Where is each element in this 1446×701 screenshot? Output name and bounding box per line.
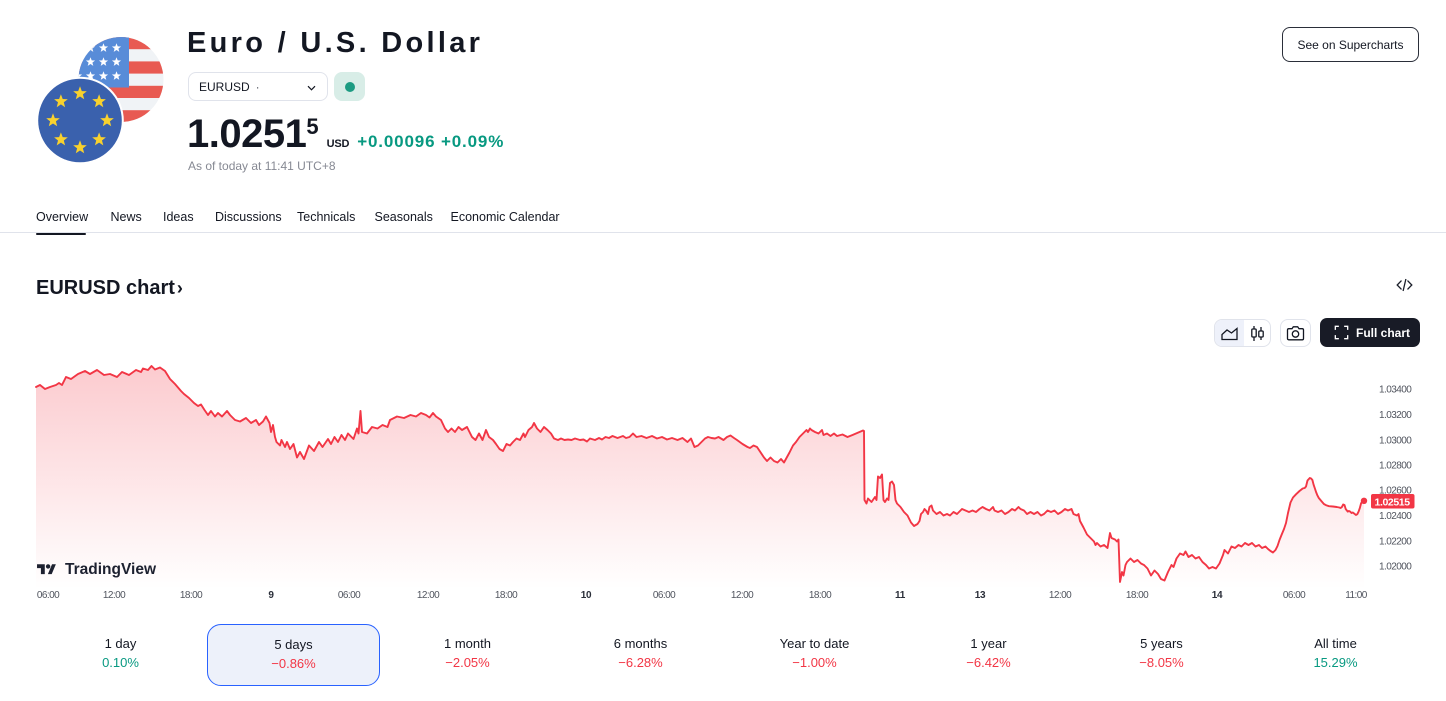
svg-text:1.02400: 1.02400 (1379, 511, 1412, 522)
svg-text:11:00: 11:00 (1345, 590, 1368, 601)
svg-text:1.03200: 1.03200 (1379, 410, 1412, 421)
svg-text:06:00: 06:00 (1283, 590, 1306, 601)
svg-text:1.02515: 1.02515 (1375, 496, 1411, 508)
svg-text:9: 9 (268, 590, 274, 601)
svg-text:18:00: 18:00 (495, 590, 518, 601)
svg-text:12:00: 12:00 (1049, 590, 1072, 601)
svg-text:18:00: 18:00 (809, 590, 832, 601)
svg-text:10: 10 (581, 590, 592, 601)
svg-text:1.03000: 1.03000 (1379, 436, 1412, 447)
svg-text:18:00: 18:00 (1126, 590, 1149, 601)
svg-text:18:00: 18:00 (180, 590, 203, 601)
svg-text:11: 11 (895, 590, 906, 601)
svg-text:1.02600: 1.02600 (1379, 486, 1412, 497)
svg-text:1.02800: 1.02800 (1379, 461, 1412, 472)
svg-text:14: 14 (1212, 590, 1223, 601)
svg-text:06:00: 06:00 (653, 590, 676, 601)
svg-text:12:00: 12:00 (417, 590, 440, 601)
svg-text:1.03400: 1.03400 (1379, 385, 1412, 396)
svg-text:12:00: 12:00 (103, 590, 126, 601)
svg-text:06:00: 06:00 (37, 590, 60, 601)
svg-text:13: 13 (975, 590, 986, 601)
svg-text:1.02200: 1.02200 (1379, 537, 1412, 548)
svg-text:06:00: 06:00 (338, 590, 361, 601)
svg-text:12:00: 12:00 (731, 590, 754, 601)
svg-text:1.02000: 1.02000 (1379, 562, 1412, 573)
